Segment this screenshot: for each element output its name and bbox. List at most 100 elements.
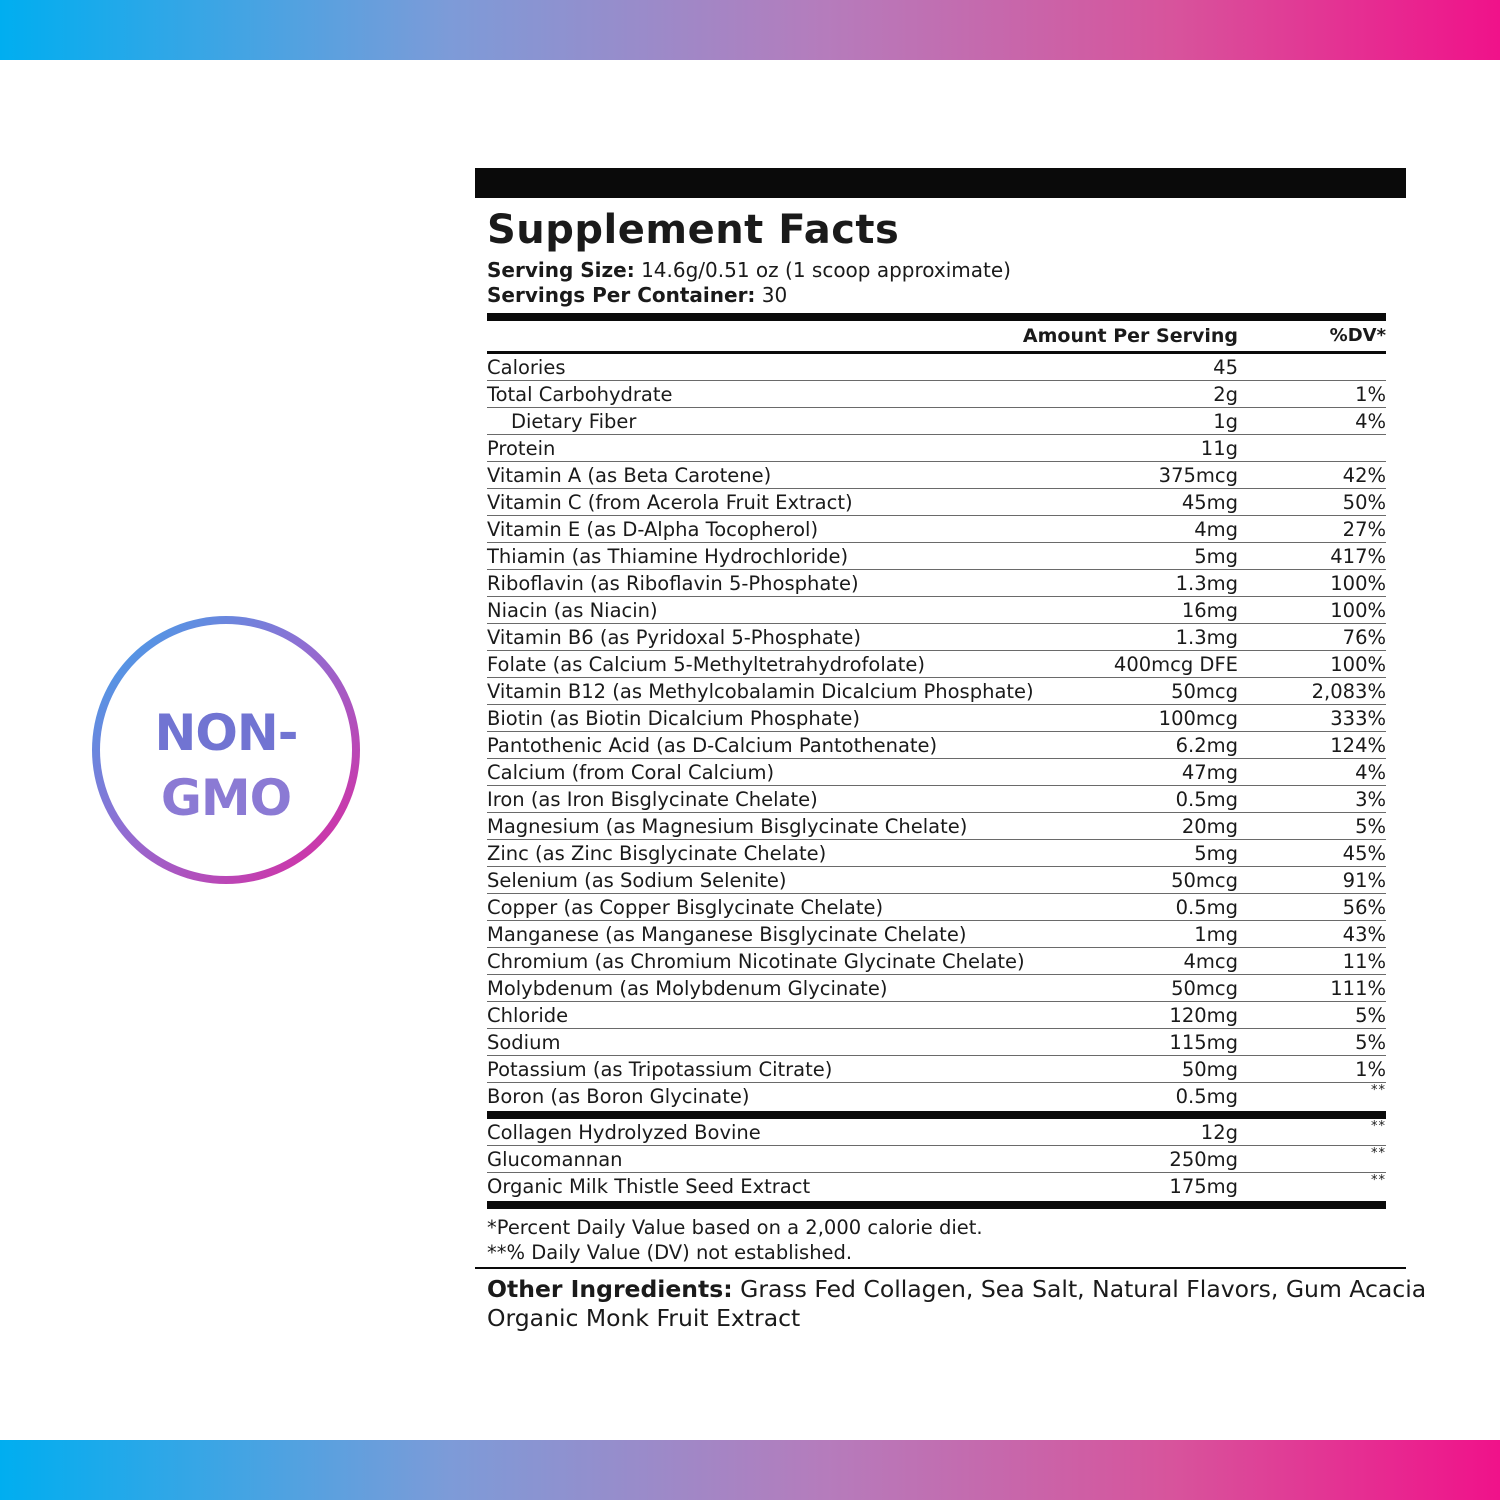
nutrient-amount: 1g [1213,410,1238,433]
supplement-facts-panel: Supplement Facts Serving Size: 14.6g/0.5… [475,168,1426,1333]
badge-line-2: GMO [160,769,292,827]
nutrient-row: Organic Milk Thistle Seed Extract 175mg ** [487,1173,1386,1199]
nutrient-row: Potassium (as Tripotassium Citrate) 50mg 1… [487,1056,1386,1083]
nutrient-name: Protein [487,437,556,460]
nutrient-amount: 1.3mg [1175,572,1238,595]
nutrient-dv: 124% [1330,734,1386,757]
nutrient-row: Calories 45 [487,354,1386,381]
nutrient-rows: Calories 45 Total Carbohydrate 2g 1% Dietary … [487,354,1386,1109]
nutrient-amount: 45mg [1181,491,1238,514]
nutrient-row: Dietary Fiber 1g 4% [487,408,1386,435]
nutrient-name: Vitamin B12 (as Methylcobalamin Dicalciu… [487,680,1034,703]
nutrient-amount: 50mcg [1171,977,1238,1000]
dv-header: %DV* [1329,325,1386,346]
column-header-row: Amount Per Serving %DV* [487,321,1386,354]
nutrient-amount: 4mg [1194,518,1238,541]
nutrient-name: Vitamin B6 (as Pyridoxal 5-Phosphate) [487,626,861,649]
nutrient-amount: 2g [1213,383,1238,406]
nutrient-name: Thiamin (as Thiamine Hydrochloride) [487,545,849,568]
panel-top-bar [475,168,1406,198]
bottom-gradient-bar [0,1440,1500,1500]
nutrient-amount: 50mg [1181,1058,1238,1081]
nutrient-amount: 6.2mg [1175,734,1238,757]
nutrient-amount: 100mcg [1158,707,1238,730]
nutrient-name: Niacin (as Niacin) [487,599,658,622]
nutrient-amount: 50mcg [1171,869,1238,892]
nutrient-amount: 400mcg DFE [1113,653,1238,676]
facts-inner: Supplement Facts Serving Size: 14.6g/0.5… [487,202,1386,1265]
nutrient-row: Folate (as Calcium 5-Methyltetrahydrofol… [487,651,1386,678]
footnote-2: **% Daily Value (DV) not established. [487,1241,853,1264]
nutrient-amount: 45 [1213,356,1238,379]
nutrient-amount: 47mg [1181,761,1238,784]
nutrient-row: Pantothenic Acid (as D-Calcium Pantothen… [487,732,1386,759]
nutrient-dv: 42% [1342,464,1386,487]
nutrient-dv: 91% [1342,869,1386,892]
nutrient-dv: 1% [1355,1058,1386,1081]
nutrient-name: Boron (as Boron Glycinate) [487,1085,750,1108]
nutrient-amount: 375mcg [1158,464,1238,487]
nutrient-name: Biotin (as Biotin Dicalcium Phosphate) [487,707,860,730]
nutrient-dv: 76% [1342,626,1386,649]
nutrient-row: Boron (as Boron Glycinate) 0.5mg ** [487,1083,1386,1109]
thick-divider-2 [487,1111,1386,1119]
nutrient-amount: 1mg [1194,923,1238,946]
nutrient-name: Folate (as Calcium 5-Methyltetrahydrofol… [487,653,925,676]
nutrient-row: Chromium (as Chromium Nicotinate Glycina… [487,948,1386,975]
nutrient-row: Copper (as Copper Bisglycinate Chelate) 0… [487,894,1386,921]
nutrient-name: Sodium [487,1031,561,1054]
nutrient-dv: 45% [1342,842,1386,865]
nutrient-name: Chloride [487,1004,569,1027]
nutrient-row: Vitamin B12 (as Methylcobalamin Dicalciu… [487,678,1386,705]
other-ingredients-rule [475,1267,1406,1269]
nutrient-dv: 2,083% [1311,680,1386,703]
nutrient-row: Thiamin (as Thiamine Hydrochloride) 5mg 41… [487,543,1386,570]
nutrient-row: Vitamin E (as D-Alpha Tocopherol) 4mg 27% [487,516,1386,543]
nutrient-name: Riboflavin (as Riboflavin 5-Phosphate) [487,572,859,595]
nutrient-dv: 3% [1355,788,1386,811]
nutrient-row: Collagen Hydrolyzed Bovine 12g ** [487,1119,1386,1146]
nutrient-dv: ** [1371,1119,1386,1134]
nutrient-amount: 250mg [1169,1148,1238,1171]
nutrient-name: Potassium (as Tripotassium Citrate) [487,1058,833,1081]
nutrient-name: Collagen Hydrolyzed Bovine [487,1121,761,1144]
nutrient-amount: 12g [1200,1121,1238,1144]
nutrient-amount: 16mg [1181,599,1238,622]
nutrient-row: Zinc (as Zinc Bisglycinate Chelate) 5mg 45… [487,840,1386,867]
nutrient-name: Vitamin C (from Acerola Fruit Extract) [487,491,853,514]
nutrient-dv: ** [1371,1083,1386,1098]
other-nutrient-rows: Collagen Hydrolyzed Bovine 12g ** Glucomann… [487,1119,1386,1199]
nutrient-name: Glucomannan [487,1148,623,1171]
servings-label: Servings Per Container: [487,283,756,307]
thick-divider [487,313,1386,321]
nutrient-name: Copper (as Copper Bisglycinate Chelate) [487,896,884,919]
nutrient-name: Manganese (as Manganese Bisglycinate Che… [487,923,967,946]
other-ingredients-label: Other Ingredients: [487,1275,733,1303]
serving-size-value: 14.6g/0.51 oz (1 scoop approximate) [634,258,1011,282]
other-ingredients: Other Ingredients: Grass Fed Collagen, S… [487,1275,1426,1333]
nutrient-dv: ** [1371,1173,1386,1188]
nutrient-name: Zinc (as Zinc Bisglycinate Chelate) [487,842,827,865]
servings-per-container: Servings Per Container: 30 [487,283,1386,308]
nutrient-name: Calcium (from Coral Calcium) [487,761,775,784]
nutrient-name: Chromium (as Chromium Nicotinate Glycina… [487,950,1025,973]
nutrient-dv: 11% [1342,950,1386,973]
nutrient-amount: 0.5mg [1175,896,1238,919]
top-gradient-bar [0,0,1500,60]
nutrient-dv: 5% [1355,1031,1386,1054]
nutrient-dv: 27% [1342,518,1386,541]
nutrient-dv: 100% [1330,572,1386,595]
nutrient-name: Molybdenum (as Molybdenum Glycinate) [487,977,888,1000]
non-gmo-badge: NON- GMO [92,616,360,884]
thick-divider-3 [487,1201,1386,1209]
nutrient-dv: 111% [1330,977,1386,1000]
nutrient-dv: 100% [1330,653,1386,676]
nutrient-name: Total Carbohydrate [487,383,673,406]
nutrient-row: Protein 11g [487,435,1386,462]
nutrient-dv: 4% [1355,410,1386,433]
footnote-1: *Percent Daily Value based on a 2,000 ca… [487,1216,983,1239]
nutrient-amount: 120mg [1169,1004,1238,1027]
nutrient-amount: 1.3mg [1175,626,1238,649]
nutrient-amount: 175mg [1169,1175,1238,1198]
nutrient-row: Vitamin B6 (as Pyridoxal 5-Phosphate) 1.3… [487,624,1386,651]
